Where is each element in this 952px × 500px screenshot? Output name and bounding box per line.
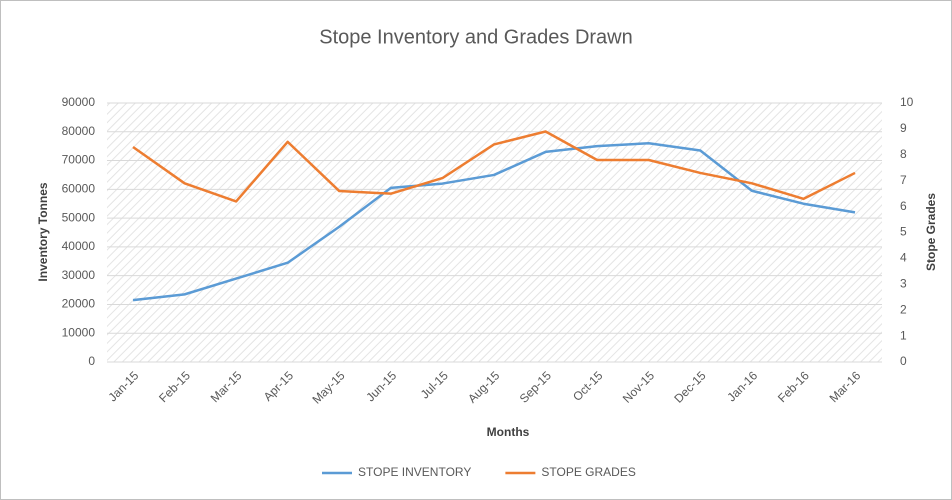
legend-label: STOPE INVENTORY — [358, 465, 471, 479]
y-tick-label: 60000 — [62, 182, 96, 196]
y-tick-label: 80000 — [62, 124, 96, 138]
y2-tick-label: 10 — [900, 95, 914, 109]
y-tick-label: 70000 — [62, 153, 96, 167]
y2-tick-label: 7 — [900, 173, 907, 187]
y-tick-label: 10000 — [62, 325, 96, 339]
y2-tick-label: 0 — [900, 354, 907, 368]
y2-tick-label: 8 — [900, 147, 907, 161]
y2-tick-label: 6 — [900, 199, 907, 213]
line-series — [132, 142, 856, 302]
y2-tick-label: 3 — [900, 276, 907, 290]
y-tick-label: 50000 — [62, 210, 96, 224]
y2-tick-label: 1 — [900, 328, 907, 342]
y-tick-label: 90000 — [62, 95, 96, 109]
y2-tick-label: 9 — [900, 121, 907, 135]
y-axis-title: Inventory Tonnes — [36, 182, 50, 281]
y2-axis-title: Stope Grades — [924, 193, 938, 271]
y-tick-label: 30000 — [62, 268, 96, 282]
chart-title: Stope Inventory and Grades Drawn — [319, 26, 633, 48]
y-tick-label: 20000 — [62, 297, 96, 311]
y-tick-label: 40000 — [62, 239, 96, 253]
x-axis-title: Months — [487, 425, 530, 439]
y2-tick-label: 2 — [900, 302, 907, 316]
y2-tick-label: 5 — [900, 225, 907, 239]
y2-tick-label: 4 — [900, 251, 907, 265]
legend-label: STOPE GRADES — [541, 465, 635, 479]
y-tick-label: 0 — [88, 354, 95, 368]
line-series — [132, 130, 856, 203]
plot-area — [107, 103, 882, 362]
